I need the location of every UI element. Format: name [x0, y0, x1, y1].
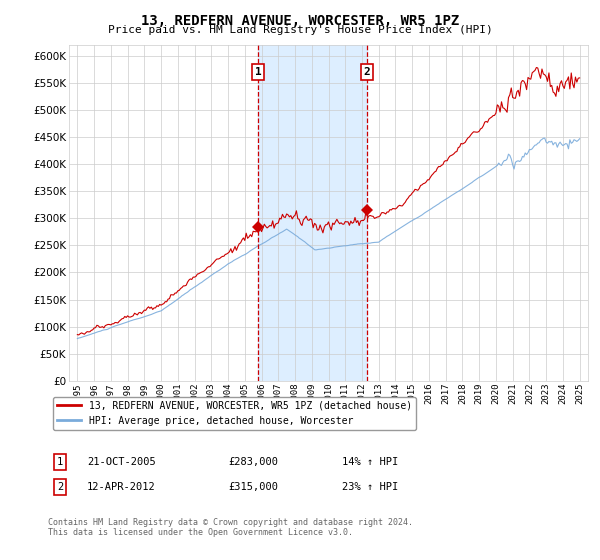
Text: Price paid vs. HM Land Registry's House Price Index (HPI): Price paid vs. HM Land Registry's House … [107, 25, 493, 35]
Text: 2: 2 [363, 67, 370, 77]
Text: Contains HM Land Registry data © Crown copyright and database right 2024.
This d: Contains HM Land Registry data © Crown c… [48, 518, 413, 538]
Text: 1: 1 [255, 67, 262, 77]
Text: 13, REDFERN AVENUE, WORCESTER, WR5 1PZ: 13, REDFERN AVENUE, WORCESTER, WR5 1PZ [141, 14, 459, 28]
Legend: 13, REDFERN AVENUE, WORCESTER, WR5 1PZ (detached house), HPI: Average price, det: 13, REDFERN AVENUE, WORCESTER, WR5 1PZ (… [53, 397, 416, 430]
Text: £283,000: £283,000 [228, 457, 278, 467]
Text: 21-OCT-2005: 21-OCT-2005 [87, 457, 156, 467]
Bar [258, 45, 367, 381]
Text: £315,000: £315,000 [228, 482, 278, 492]
Text: 2: 2 [57, 482, 63, 492]
Text: 12-APR-2012: 12-APR-2012 [87, 482, 156, 492]
Text: 14% ↑ HPI: 14% ↑ HPI [342, 457, 398, 467]
Text: 1: 1 [57, 457, 63, 467]
Text: 23% ↑ HPI: 23% ↑ HPI [342, 482, 398, 492]
